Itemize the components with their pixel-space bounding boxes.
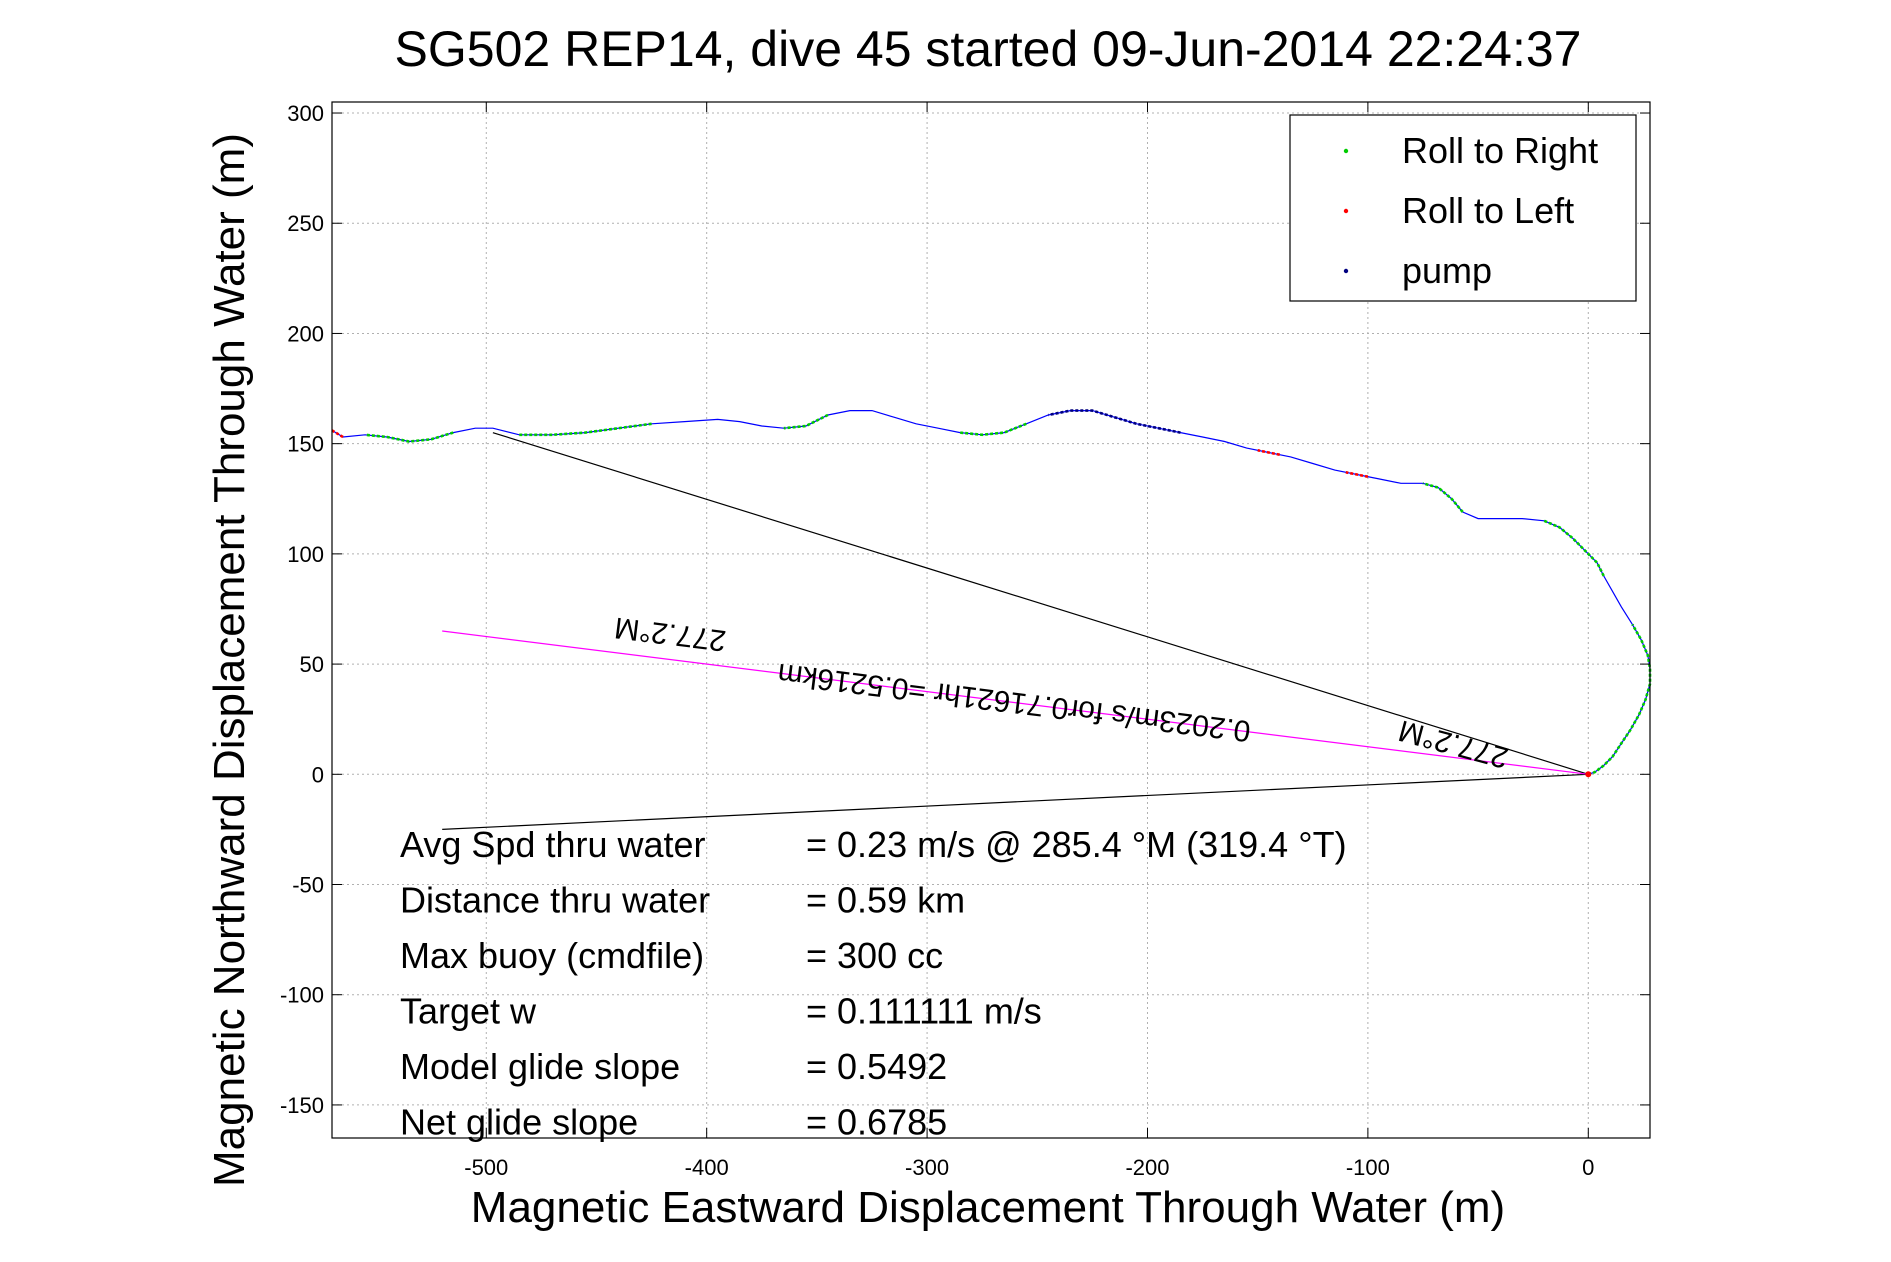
stat-label: Distance thru water (400, 880, 710, 921)
y-tick-label: 300 (287, 101, 324, 126)
roll-left-segment (1257, 449, 1280, 456)
angle-annotation: 0.2023m/s for0.71621hr =0.5216km (776, 657, 1253, 748)
stat-label: Max buoy (cmdfile) (400, 935, 704, 976)
stat-label: Target w (400, 991, 537, 1032)
roll-left-segment (1345, 471, 1369, 478)
stat-label: Avg Spd thru water (400, 824, 706, 865)
stats-block: Avg Spd thru water = 0.23 m/s @ 285.4 °M … (400, 824, 1347, 1143)
x-tick-label: -400 (685, 1155, 729, 1180)
stat-label: Model glide slope (400, 1046, 680, 1087)
stat-value: = 300 cc (806, 935, 943, 976)
y-tick-label: 200 (287, 321, 324, 346)
y-tick-label: 100 (287, 542, 324, 567)
plot-frame (331, 101, 1651, 1139)
x-tick-label: -100 (1346, 1155, 1390, 1180)
roll-left-segment (331, 429, 344, 439)
roll-right-segment (1543, 519, 1605, 577)
angle-annotation: 277.2°M (1395, 713, 1512, 774)
x-axis-label: Magnetic Eastward Displacement Through W… (471, 1183, 1505, 1232)
y-tick-label: 50 (300, 652, 324, 677)
origin-point (1585, 771, 1592, 778)
legend-entry: Roll to Left (1402, 190, 1574, 231)
stat-value: = 0.111111 m/s (806, 991, 1042, 1032)
line-black_lower (442, 773, 1589, 831)
track-line (331, 410, 1651, 775)
line-black_upper (492, 432, 1589, 775)
stat-value: = 0.6785 (806, 1102, 947, 1143)
legend-marker (1343, 148, 1349, 154)
legend: Roll to Right Roll to Left pump (1289, 114, 1637, 302)
line-magenta (442, 630, 1589, 775)
y-tick-label: -100 (280, 983, 324, 1008)
y-axis-label: Magnetic Northward Displacement Through … (205, 133, 254, 1187)
y-tick-label: -150 (280, 1093, 324, 1118)
legend-entry: Roll to Right (1402, 130, 1598, 171)
data-lines (331, 409, 1652, 831)
legend-entry: pump (1402, 250, 1492, 291)
annotations: 277.2°M 277.2°M 0.2023m/s for0.71621hr =0.… (613, 611, 1512, 775)
angle-annotation: 277.2°M (613, 611, 728, 657)
stat-value: = 0.59 km (806, 880, 965, 921)
y-tick-label: 250 (287, 211, 324, 236)
x-tick-label: -500 (464, 1155, 508, 1180)
legend-marker (1343, 268, 1349, 274)
stat-label: Net glide slope (400, 1102, 638, 1143)
roll-right-segment (959, 422, 1027, 437)
stat-value: = 0.23 m/s @ 285.4 °M (319.4 °T) (806, 824, 1347, 865)
y-tick-label: 150 (287, 432, 324, 457)
x-tick-label: 0 (1582, 1155, 1594, 1180)
stat-value: = 0.5492 (806, 1046, 947, 1087)
y-tick-label: -50 (292, 873, 324, 898)
legend-marker (1343, 208, 1349, 214)
roll-right-segment (1587, 623, 1652, 776)
x-tick-label: -200 (1125, 1155, 1169, 1180)
chart-title: SG502 REP14, dive 45 started 09-Jun-2014… (395, 21, 1582, 77)
y-tick-label: 0 (312, 762, 324, 787)
axes: -500 -400 -300 -200 -100 0 300 250 200 150 100 50 0 -… (280, 101, 1651, 1180)
pump-segment (1048, 409, 1181, 434)
roll-right-segment (364, 431, 454, 443)
x-tick-label: -300 (905, 1155, 949, 1180)
roll-right-segment (1422, 482, 1464, 513)
roll-right-segment (519, 422, 652, 437)
